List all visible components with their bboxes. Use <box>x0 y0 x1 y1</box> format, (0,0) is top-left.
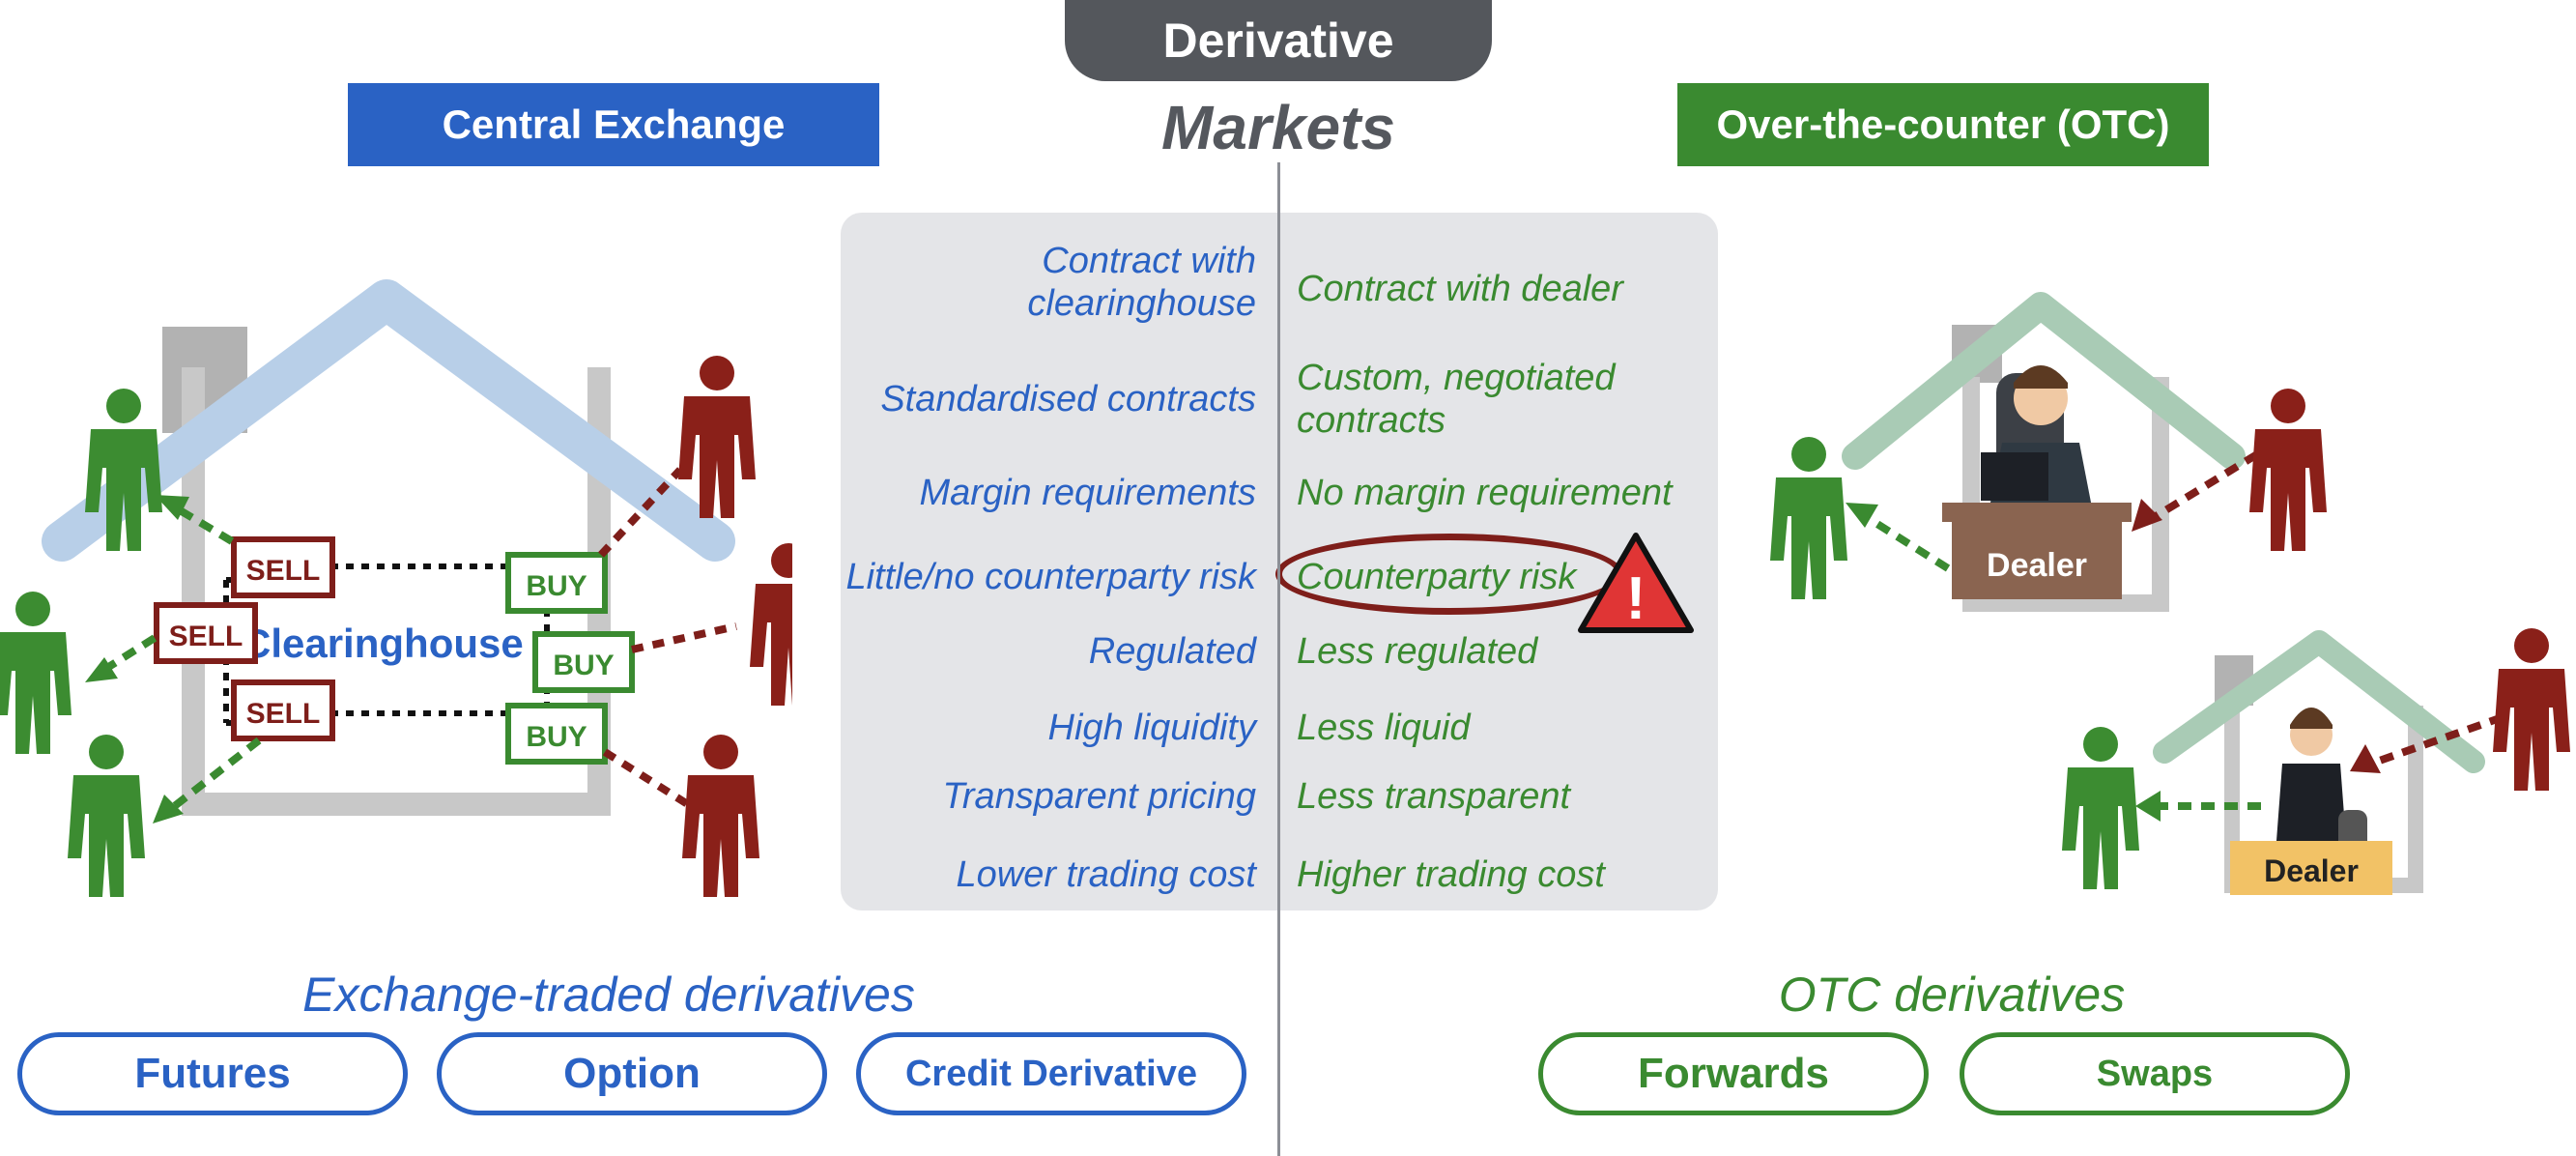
sell-arrows <box>100 501 262 812</box>
otc-derivatives-title: OTC derivatives <box>1778 968 2126 1022</box>
buy-lines <box>598 467 737 812</box>
exchange-row-2: Standardised contracts <box>880 379 1256 419</box>
otc-row-3: No margin requirement <box>1297 473 1673 513</box>
svg-text:BUY: BUY <box>553 650 614 681</box>
exchange-row-6: High liquidity <box>1047 708 1256 748</box>
buyer-person-icon <box>678 356 756 518</box>
forwards-pill: Forwards <box>1538 1032 1929 1115</box>
dealer1-label: Dealer <box>1987 547 2087 584</box>
dealer2-buy-line <box>2369 713 2504 767</box>
otc-banner: Over-the-counter (OTC) <box>1677 83 2209 166</box>
svg-text:BUY: BUY <box>526 570 587 602</box>
clearinghouse-label: Clearinghouse <box>242 621 524 666</box>
exchange-row-3: Margin requirements <box>919 473 1256 513</box>
otc-row-8: Higher trading cost <box>1297 854 1605 895</box>
credit-derivative-pill: Credit Derivative <box>856 1032 1246 1115</box>
dealer1-sell-line <box>1862 512 1951 572</box>
exchange-traded-title: Exchange-traded derivatives <box>302 968 915 1022</box>
otc-seller-person-icon <box>2062 727 2139 889</box>
dealer1-roof <box>1842 292 2246 470</box>
otc-buyer-person-icon <box>2493 628 2570 791</box>
exchange-row-7: Transparent pricing <box>942 776 1256 817</box>
exchange-row-5: Regulated <box>1088 631 1256 672</box>
seller-person-icon <box>68 735 145 897</box>
dealer2-roof <box>2153 630 2485 773</box>
warning-symbol: ! <box>1626 565 1646 632</box>
center-divider <box>1277 162 1280 1156</box>
svg-text:BUY: BUY <box>526 721 587 753</box>
derivative-title-pill: Derivative <box>1065 0 1492 81</box>
dealer1-desk <box>1952 522 2122 599</box>
otc-row-2: Custom, negotiated contracts <box>1297 358 1616 441</box>
arrowhead-icon <box>153 795 184 824</box>
arrowhead-icon <box>155 495 189 520</box>
exchange-row-1: Contract with clearinghouse <box>812 240 1256 325</box>
buy-tag-2: BUY <box>532 631 635 693</box>
buyer-person-icon <box>682 735 759 897</box>
otc-row-7: Less transparent <box>1297 776 1571 817</box>
otc-row-5: Less regulated <box>1297 631 1538 672</box>
buy-tag-3: BUY <box>505 703 608 765</box>
arrowhead-icon <box>85 657 118 682</box>
seller-person-icon <box>0 592 72 754</box>
svg-text:SELL: SELL <box>169 621 243 652</box>
counterparty-risk-highlight <box>1275 534 1623 615</box>
warning-icon: ! <box>1578 533 1694 633</box>
central-exchange-illustration: Clearinghouse SELL SELL SELL BUY BUY BUY <box>0 279 792 897</box>
arrowhead-icon <box>2350 744 2381 773</box>
arrowhead-icon <box>2132 499 2162 532</box>
svg-text:SELL: SELL <box>246 555 321 587</box>
swaps-pill: Swaps <box>1960 1032 2350 1115</box>
exchange-row-4: Little/no counterparty risk <box>845 557 1256 597</box>
option-pill: Option <box>437 1032 827 1115</box>
otc-row-6: Less liquid <box>1297 708 1471 748</box>
exchange-row-1-text: Contract with clearinghouse <box>1027 241 1256 324</box>
dealer1-desk-top <box>1942 503 2132 522</box>
dealer1-house <box>1962 377 2169 612</box>
buy-tag-1: BUY <box>505 552 608 614</box>
dealer1-person-icon <box>1981 365 2093 512</box>
sell-tag-1: SELL <box>231 536 335 598</box>
sell-tag-3: SELL <box>231 679 335 741</box>
arrowhead-icon <box>1846 503 1878 528</box>
dealer1-buy-line <box>2150 450 2260 522</box>
otc-seller-person-icon <box>1770 437 1847 599</box>
arrowhead-icon <box>2135 791 2161 822</box>
central-exchange-banner: Central Exchange <box>348 83 879 166</box>
markets-subtitle: Markets <box>1161 93 1395 162</box>
dealer2-person-icon <box>2276 708 2367 858</box>
exchange-row-8: Lower trading cost <box>956 854 1257 895</box>
otc-illustration: Dealer Dealer <box>1770 292 2570 895</box>
sell-tag-2: SELL <box>154 602 258 664</box>
svg-text:SELL: SELL <box>246 698 321 730</box>
dealer2-label: Dealer <box>2264 853 2359 888</box>
house-roof <box>42 279 735 562</box>
otc-row-1: Contract with dealer <box>1297 269 1623 309</box>
otc-buyer-person-icon <box>2249 389 2327 551</box>
dealer2-desk <box>2230 841 2392 895</box>
futures-pill: Futures <box>17 1032 408 1115</box>
buyer-person-icon <box>750 543 792 706</box>
